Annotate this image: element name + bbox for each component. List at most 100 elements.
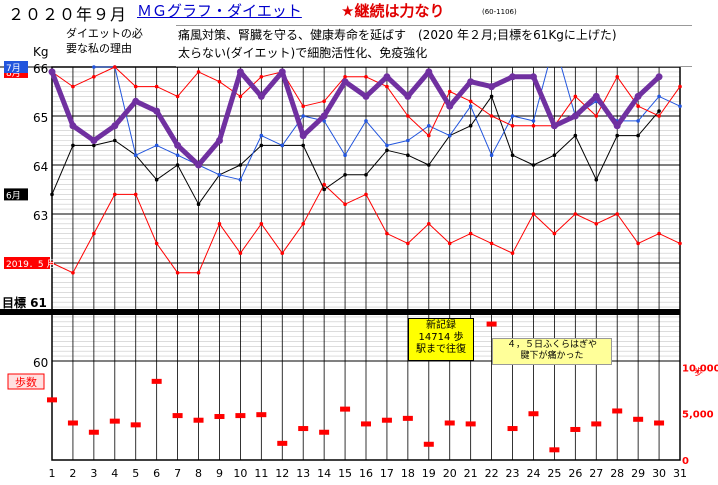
series-tag-label-3: 6月: [6, 190, 21, 201]
series-point-4: [511, 251, 515, 255]
target-tick-label: 目標 61: [2, 295, 47, 310]
sep-point: [69, 122, 76, 129]
x-tick-label: 12: [275, 467, 289, 480]
calf-note-line2: 腱下が痛かった: [493, 351, 611, 362]
series-point-4: [239, 251, 243, 255]
series-point-1: [239, 95, 243, 99]
series-point-4: [678, 242, 682, 246]
steps-marker: [152, 379, 162, 384]
steps-marker: [361, 421, 371, 426]
x-tick-label: 20: [443, 467, 457, 480]
series-point-4: [218, 222, 222, 226]
y-unit-label: Kg: [33, 45, 49, 59]
series-point-3: [92, 144, 96, 148]
series-point-2: [532, 119, 536, 123]
steps-unit-label: 歩: [694, 366, 703, 378]
reason-question-line1: ダイエットの必: [66, 26, 178, 41]
calf-note-line1: ４，５日ふくらはぎや: [493, 340, 611, 351]
x-tick-label: 10: [233, 467, 247, 480]
series-point-4: [427, 222, 431, 226]
steps-marker: [528, 411, 538, 416]
series-point-4: [385, 232, 389, 236]
x-tick-label: 31: [673, 467, 687, 480]
record-note-line2: 14714 歩: [409, 332, 473, 344]
series-point-2: [92, 65, 96, 69]
series-point-2: [490, 153, 494, 157]
steps-marker: [68, 420, 78, 425]
steps-marker: [612, 408, 622, 413]
y-tick-label: 60: [33, 356, 48, 370]
mg-graph-link[interactable]: ＭＧグラフ・ダイエット: [137, 0, 302, 21]
series-point-4: [176, 271, 180, 275]
steps-marker: [319, 430, 329, 435]
series-point-1: [657, 114, 661, 118]
x-tick-label: 8: [195, 467, 202, 480]
x-tick-label: 18: [401, 467, 415, 480]
reason-question: ダイエットの必 要な私の理由: [66, 26, 178, 56]
x-tick-label: 27: [589, 467, 603, 480]
series-point-3: [406, 153, 410, 157]
series-point-4: [71, 271, 75, 275]
series-point-3: [511, 153, 515, 157]
x-tick-label: 2: [69, 467, 76, 480]
series-point-3: [364, 173, 368, 177]
series-point-1: [197, 70, 201, 74]
sep-point: [383, 73, 390, 80]
series-point-1: [343, 75, 347, 79]
x-tick-label: 17: [380, 467, 394, 480]
x-tick-label: 11: [254, 467, 268, 480]
series-point-1: [406, 114, 410, 118]
series-point-3: [176, 163, 180, 167]
x-tick-label: 29: [631, 467, 645, 480]
x-tick-label: 3: [90, 467, 97, 480]
steps-marker: [110, 419, 120, 424]
sep-point: [572, 113, 579, 120]
sep-point: [258, 93, 265, 100]
x-tick-label: 6: [153, 467, 160, 480]
x-tick-label: 15: [338, 467, 352, 480]
series-point-4: [260, 222, 264, 226]
reason-question-line2: 要な私の理由: [66, 41, 178, 56]
series-point-1: [364, 75, 368, 79]
sep-point: [635, 93, 642, 100]
series-point-4: [113, 193, 117, 197]
series-point-2: [511, 114, 515, 118]
x-tick-label: 7: [174, 467, 181, 480]
steps-tick-label: 0: [682, 456, 689, 467]
steps-marker: [633, 417, 643, 422]
series-point-4: [364, 193, 368, 197]
series-line-0: [52, 72, 659, 165]
sep-point: [216, 137, 223, 144]
series-point-3: [532, 163, 536, 167]
grid: [0, 67, 680, 460]
chart-code: (60-1106): [482, 8, 517, 16]
sep-point: [614, 122, 621, 129]
record-note: 新記録 14714 歩 駅まで往復: [408, 318, 474, 361]
series-point-3: [469, 124, 473, 128]
series-point-1: [574, 95, 578, 99]
series-point-3: [113, 139, 117, 143]
series-point-1: [448, 90, 452, 94]
x-tick-label: 13: [296, 467, 310, 480]
series-point-2: [176, 153, 180, 157]
x-tick-label: 9: [216, 467, 223, 480]
series-point-3: [343, 173, 347, 177]
sep-point: [111, 122, 118, 129]
series-point-4: [490, 242, 494, 246]
series-point-1: [155, 85, 159, 89]
steps-marker: [591, 421, 601, 426]
page-title: ２０２０年９月: [8, 1, 127, 25]
series-point-4: [615, 212, 619, 216]
series-point-1: [615, 75, 619, 79]
steps-marker: [277, 441, 287, 446]
x-tick-label: 14: [317, 467, 331, 480]
series-point-1: [134, 85, 138, 89]
reason-box: 痛風対策、腎臓を守る、健康寿命を延ばす (2020 年２月;目標を61Kgに上げ…: [176, 25, 692, 67]
series-point-4: [657, 232, 661, 236]
series-point-4: [594, 222, 598, 226]
series-point-4: [92, 232, 96, 236]
series-point-4: [406, 242, 410, 246]
series-point-1: [113, 65, 117, 69]
series-tag-label-2: 7月: [6, 63, 21, 74]
